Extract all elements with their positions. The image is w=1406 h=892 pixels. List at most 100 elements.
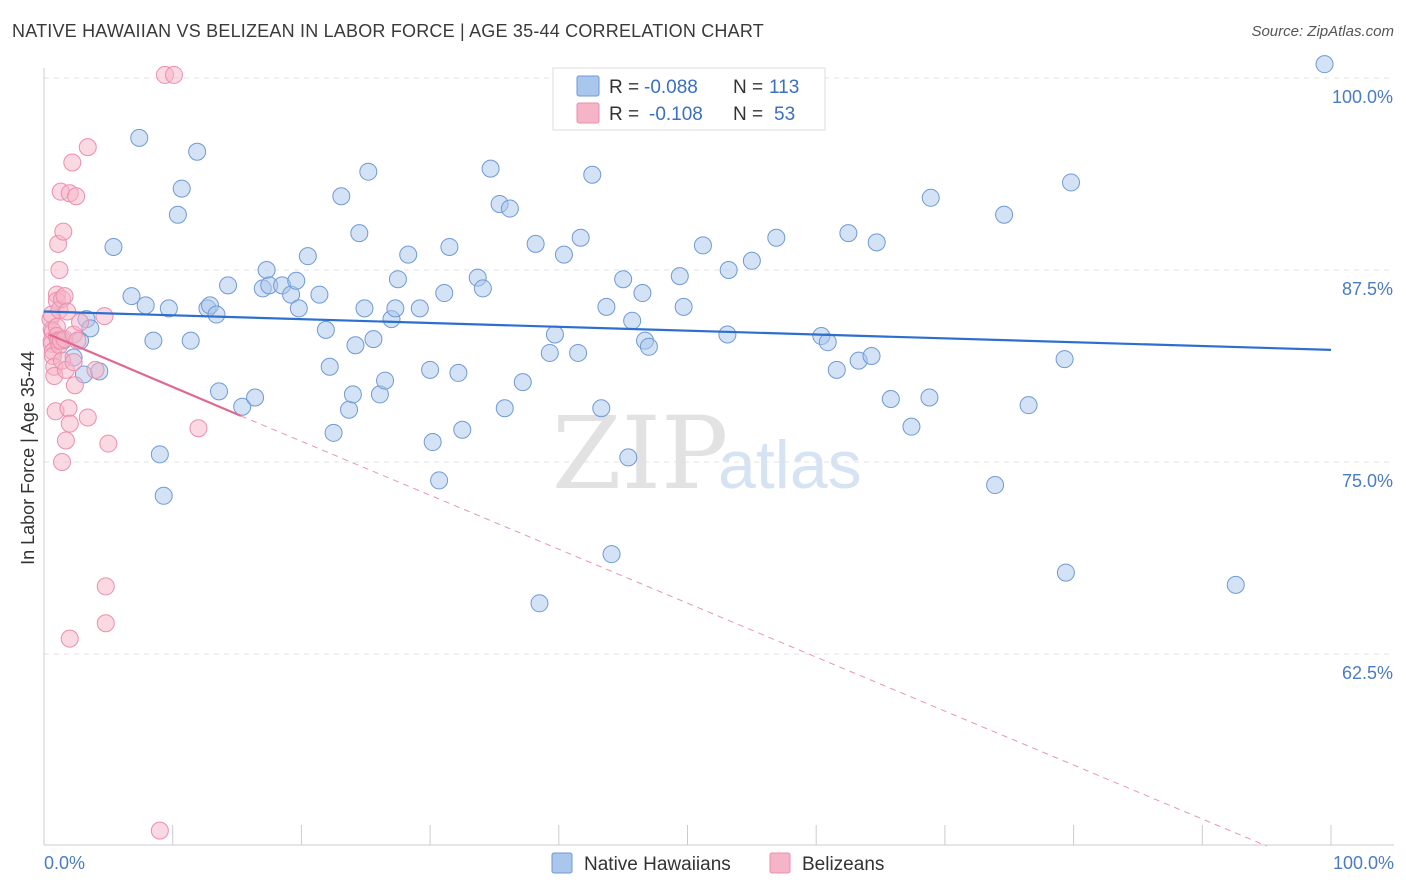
belizean-point [56, 431, 75, 450]
y-axis-label: In Labor Force | Age 35-44 [18, 351, 38, 565]
native-hawaiian-point [719, 261, 738, 279]
native-hawaiian-point [410, 299, 429, 318]
native-hawaiian-point [144, 331, 163, 350]
source-label: Source: ZipAtlas.com [1251, 23, 1394, 40]
native-hawaiian-point [355, 299, 374, 318]
native-hawaiian-point [289, 299, 308, 318]
native-hawaiian-point [571, 228, 590, 247]
watermark-zip: ZIP [552, 395, 728, 512]
legend-swatch-pink [576, 102, 600, 124]
native-hawaiian-point [332, 187, 351, 206]
native-hawaiian-point [718, 325, 737, 344]
y-tick-label: 75.0% [1342, 471, 1393, 491]
tick-labels: 100.0% 87.5% 75.0% 62.5% 0.0% 100.0% [44, 87, 1394, 873]
series-label-belizeans: Belizeans [802, 854, 884, 875]
native-hawaiian-point [386, 299, 405, 318]
native-hawaiian-point [526, 234, 545, 253]
native-hawaiian-point [320, 357, 339, 376]
belizean-point [63, 153, 82, 172]
native-hawaiian-point [674, 297, 693, 316]
native-hawaiian-point [619, 448, 638, 467]
legend-r-label-2: R = [609, 104, 639, 125]
belizean-point [164, 65, 183, 84]
belizean-point [50, 261, 69, 279]
series-legend: Native Hawaiians Belizeans [551, 852, 884, 875]
native-hawaiian-point [767, 228, 786, 247]
native-hawaiian-point [104, 237, 123, 256]
legend-n-label-1: N = [733, 77, 763, 98]
native-hawaiian-point [287, 271, 306, 290]
legend-n-value-1: 113 [769, 77, 799, 98]
native-hawaiian-point [554, 245, 573, 264]
native-hawaiian-point [614, 270, 633, 289]
native-hawaiian-point [986, 476, 1005, 495]
native-hawaiian-point [343, 385, 362, 404]
y-tick-label: 62.5% [1342, 663, 1393, 683]
native-hawaiian-point [1062, 173, 1081, 192]
native-hawaiian-point [246, 388, 265, 407]
native-hawaiian-point [430, 471, 449, 490]
native-hawaiian-point [639, 337, 658, 356]
native-hawaiian-point [920, 388, 939, 407]
native-hawaiian-point [376, 371, 395, 390]
native-hawaiian-point [473, 279, 492, 298]
native-hawaiian-point [592, 399, 611, 418]
belizean-point [78, 408, 97, 427]
native-hawaiian-point [513, 373, 532, 392]
native-hawaiian-point [453, 420, 472, 439]
native-hawaiian-point [159, 299, 178, 318]
trend-lines [43, 310, 1332, 847]
native-hawaiian-point [219, 276, 238, 295]
native-hawaiian-point [233, 397, 252, 416]
belizean-point [65, 376, 84, 395]
belizean-trend-line [48, 333, 242, 417]
native-hawaiian-point [633, 284, 652, 303]
native-hawaiian-point [623, 311, 642, 330]
native-hawaiian-point [500, 199, 519, 218]
native-hawaiian-point [136, 296, 155, 315]
native-hawaiian-point [827, 360, 846, 379]
native-hawaiian-point [207, 305, 226, 324]
stats-legend: R = -0.088 N = 113 R = -0.108 N = 53 [552, 67, 826, 131]
native-hawaiian-point [423, 433, 442, 452]
native-hawaiian-point [862, 347, 881, 366]
series-label-native-hawaiians: Native Hawaiians [584, 854, 731, 875]
x-tick-label: 0.0% [44, 853, 85, 873]
x-tick-label: 100.0% [1333, 853, 1394, 873]
native-hawaiian-point [316, 320, 335, 339]
native-hawaiian-point [839, 224, 858, 243]
native-hawaiian-point [310, 285, 329, 304]
native-hawaiian-point [597, 297, 616, 316]
axes [43, 68, 1394, 846]
native-hawaiian-point [350, 224, 369, 243]
y-tick-label: 100.0% [1332, 87, 1393, 107]
belizean-point [60, 629, 79, 648]
native-hawaiian-point [1226, 575, 1245, 594]
native-hawaiian-point [1055, 350, 1074, 369]
belizean-point [96, 614, 115, 633]
belizean-trend-extension [240, 415, 1267, 847]
native-hawaiian-point [545, 325, 564, 344]
native-hawaiian-point [188, 142, 207, 161]
native-hawaiian-point [150, 445, 169, 464]
series-swatch-belizeans [769, 852, 791, 874]
native-hawaiian-point [399, 245, 418, 264]
native-hawaiian-point [257, 261, 276, 279]
native-hawaiian-point [1056, 563, 1075, 582]
native-hawaiian-point [298, 247, 317, 266]
native-hawaiian-point [1019, 396, 1038, 415]
legend-swatch-blue [576, 75, 600, 97]
y-tick-label: 87.5% [1342, 279, 1393, 299]
belizean-point [150, 821, 169, 840]
native-hawaiian-point [742, 251, 761, 270]
native-hawaiian-point [364, 330, 383, 349]
legend-r-label-1: R = [609, 77, 639, 98]
native-hawaiian-point [881, 390, 900, 409]
legend-n-value-2: 53 [774, 104, 795, 125]
belizean-point [53, 453, 72, 471]
native-hawaiian-point [495, 399, 514, 418]
native-hawaiian-point [346, 336, 365, 355]
native-hawaiian-point [340, 400, 359, 419]
native-hawaiian-point [130, 128, 149, 147]
native-hawaiian-point [540, 343, 559, 362]
